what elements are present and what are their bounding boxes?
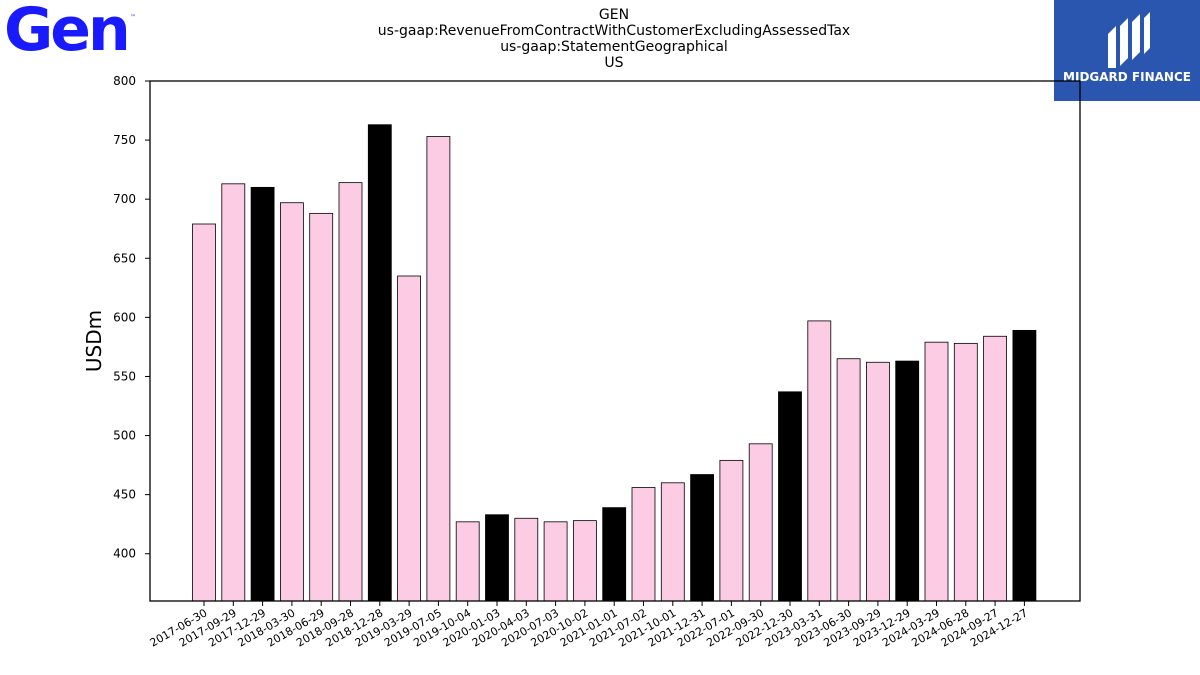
y-tick-label: 550 xyxy=(113,369,136,383)
bar-2024-03-29 xyxy=(924,341,949,602)
y-tick-label: 650 xyxy=(113,251,136,265)
y-axis: 400 450 500 550 600 650 700 750 800 xyxy=(113,74,150,561)
gen-logo: Gen ™ xyxy=(4,0,144,60)
midgard-finance-logo-mark-icon xyxy=(1108,12,1150,68)
bar-2017-06-30 xyxy=(192,223,216,602)
y-tick-label: 750 xyxy=(113,133,136,147)
bar-2019-07-05 xyxy=(426,136,451,602)
bar-2024-09-27 xyxy=(983,335,1007,602)
x-axis: 2017-06-302017-09-292017-12-292018-03-30… xyxy=(148,601,1030,650)
plot-frame xyxy=(149,80,1081,602)
bar-2017-12-29 xyxy=(250,186,275,602)
bar-2020-10-02 xyxy=(573,520,597,602)
bar-2021-12-31 xyxy=(690,474,714,602)
y-tick-label: 400 xyxy=(113,547,136,561)
bar-2022-12-30 xyxy=(778,391,802,602)
bar-2018-12-28 xyxy=(367,124,392,602)
bar-2023-06-30 xyxy=(836,358,861,602)
bar-2018-09-28 xyxy=(338,182,363,602)
bar-2018-03-30 xyxy=(279,202,304,602)
y-tick-label: 600 xyxy=(113,310,136,324)
chart-title-line-2: us-gaap:RevenueFromContractWithCustomerE… xyxy=(377,23,851,39)
bar-2021-07-02 xyxy=(631,487,656,602)
chart-title-line-1: GEN xyxy=(598,7,630,23)
bar-2023-09-29 xyxy=(866,361,890,602)
bar-2024-12-27 xyxy=(1012,329,1037,602)
chart-title-line-3: us-gaap:StatementGeographical xyxy=(500,39,728,55)
y-tick-label: 450 xyxy=(113,488,136,502)
bar-2022-09-30 xyxy=(748,443,773,602)
y-tick-label: 500 xyxy=(113,429,136,443)
y-axis-label: USDm xyxy=(82,310,106,372)
bar-2024-06-28 xyxy=(953,342,978,602)
gen-logo-wordmark: Gen xyxy=(4,0,131,65)
bar-2018-06-29 xyxy=(309,212,334,602)
bar-2020-04-03 xyxy=(514,517,539,602)
bar-2020-07-03 xyxy=(543,521,568,602)
chart-title-line-4: US xyxy=(604,55,624,71)
bar-2021-01-01 xyxy=(602,507,627,602)
bar-2019-03-29 xyxy=(397,275,422,602)
midgard-finance-logo-text: MIDGARD FINANCE xyxy=(1063,70,1191,84)
bar-2023-12-29 xyxy=(895,360,920,602)
bar-2022-07-01 xyxy=(719,459,744,602)
bar-2019-10-04 xyxy=(455,521,480,602)
midgard-finance-logo: MIDGARD FINANCE xyxy=(1054,0,1200,101)
bar-2021-10-01 xyxy=(660,482,685,602)
chart-title: GEN us-gaap:RevenueFromContractWithCusto… xyxy=(300,7,928,71)
bar-2023-03-31 xyxy=(807,320,832,602)
bars-group xyxy=(192,124,1037,602)
y-tick-label: 800 xyxy=(113,74,136,88)
bar-2020-01-03 xyxy=(485,514,509,602)
y-tick-label: 700 xyxy=(113,192,136,206)
gen-logo-trademark: ™ xyxy=(130,14,136,21)
bar-2017-09-29 xyxy=(221,183,246,602)
